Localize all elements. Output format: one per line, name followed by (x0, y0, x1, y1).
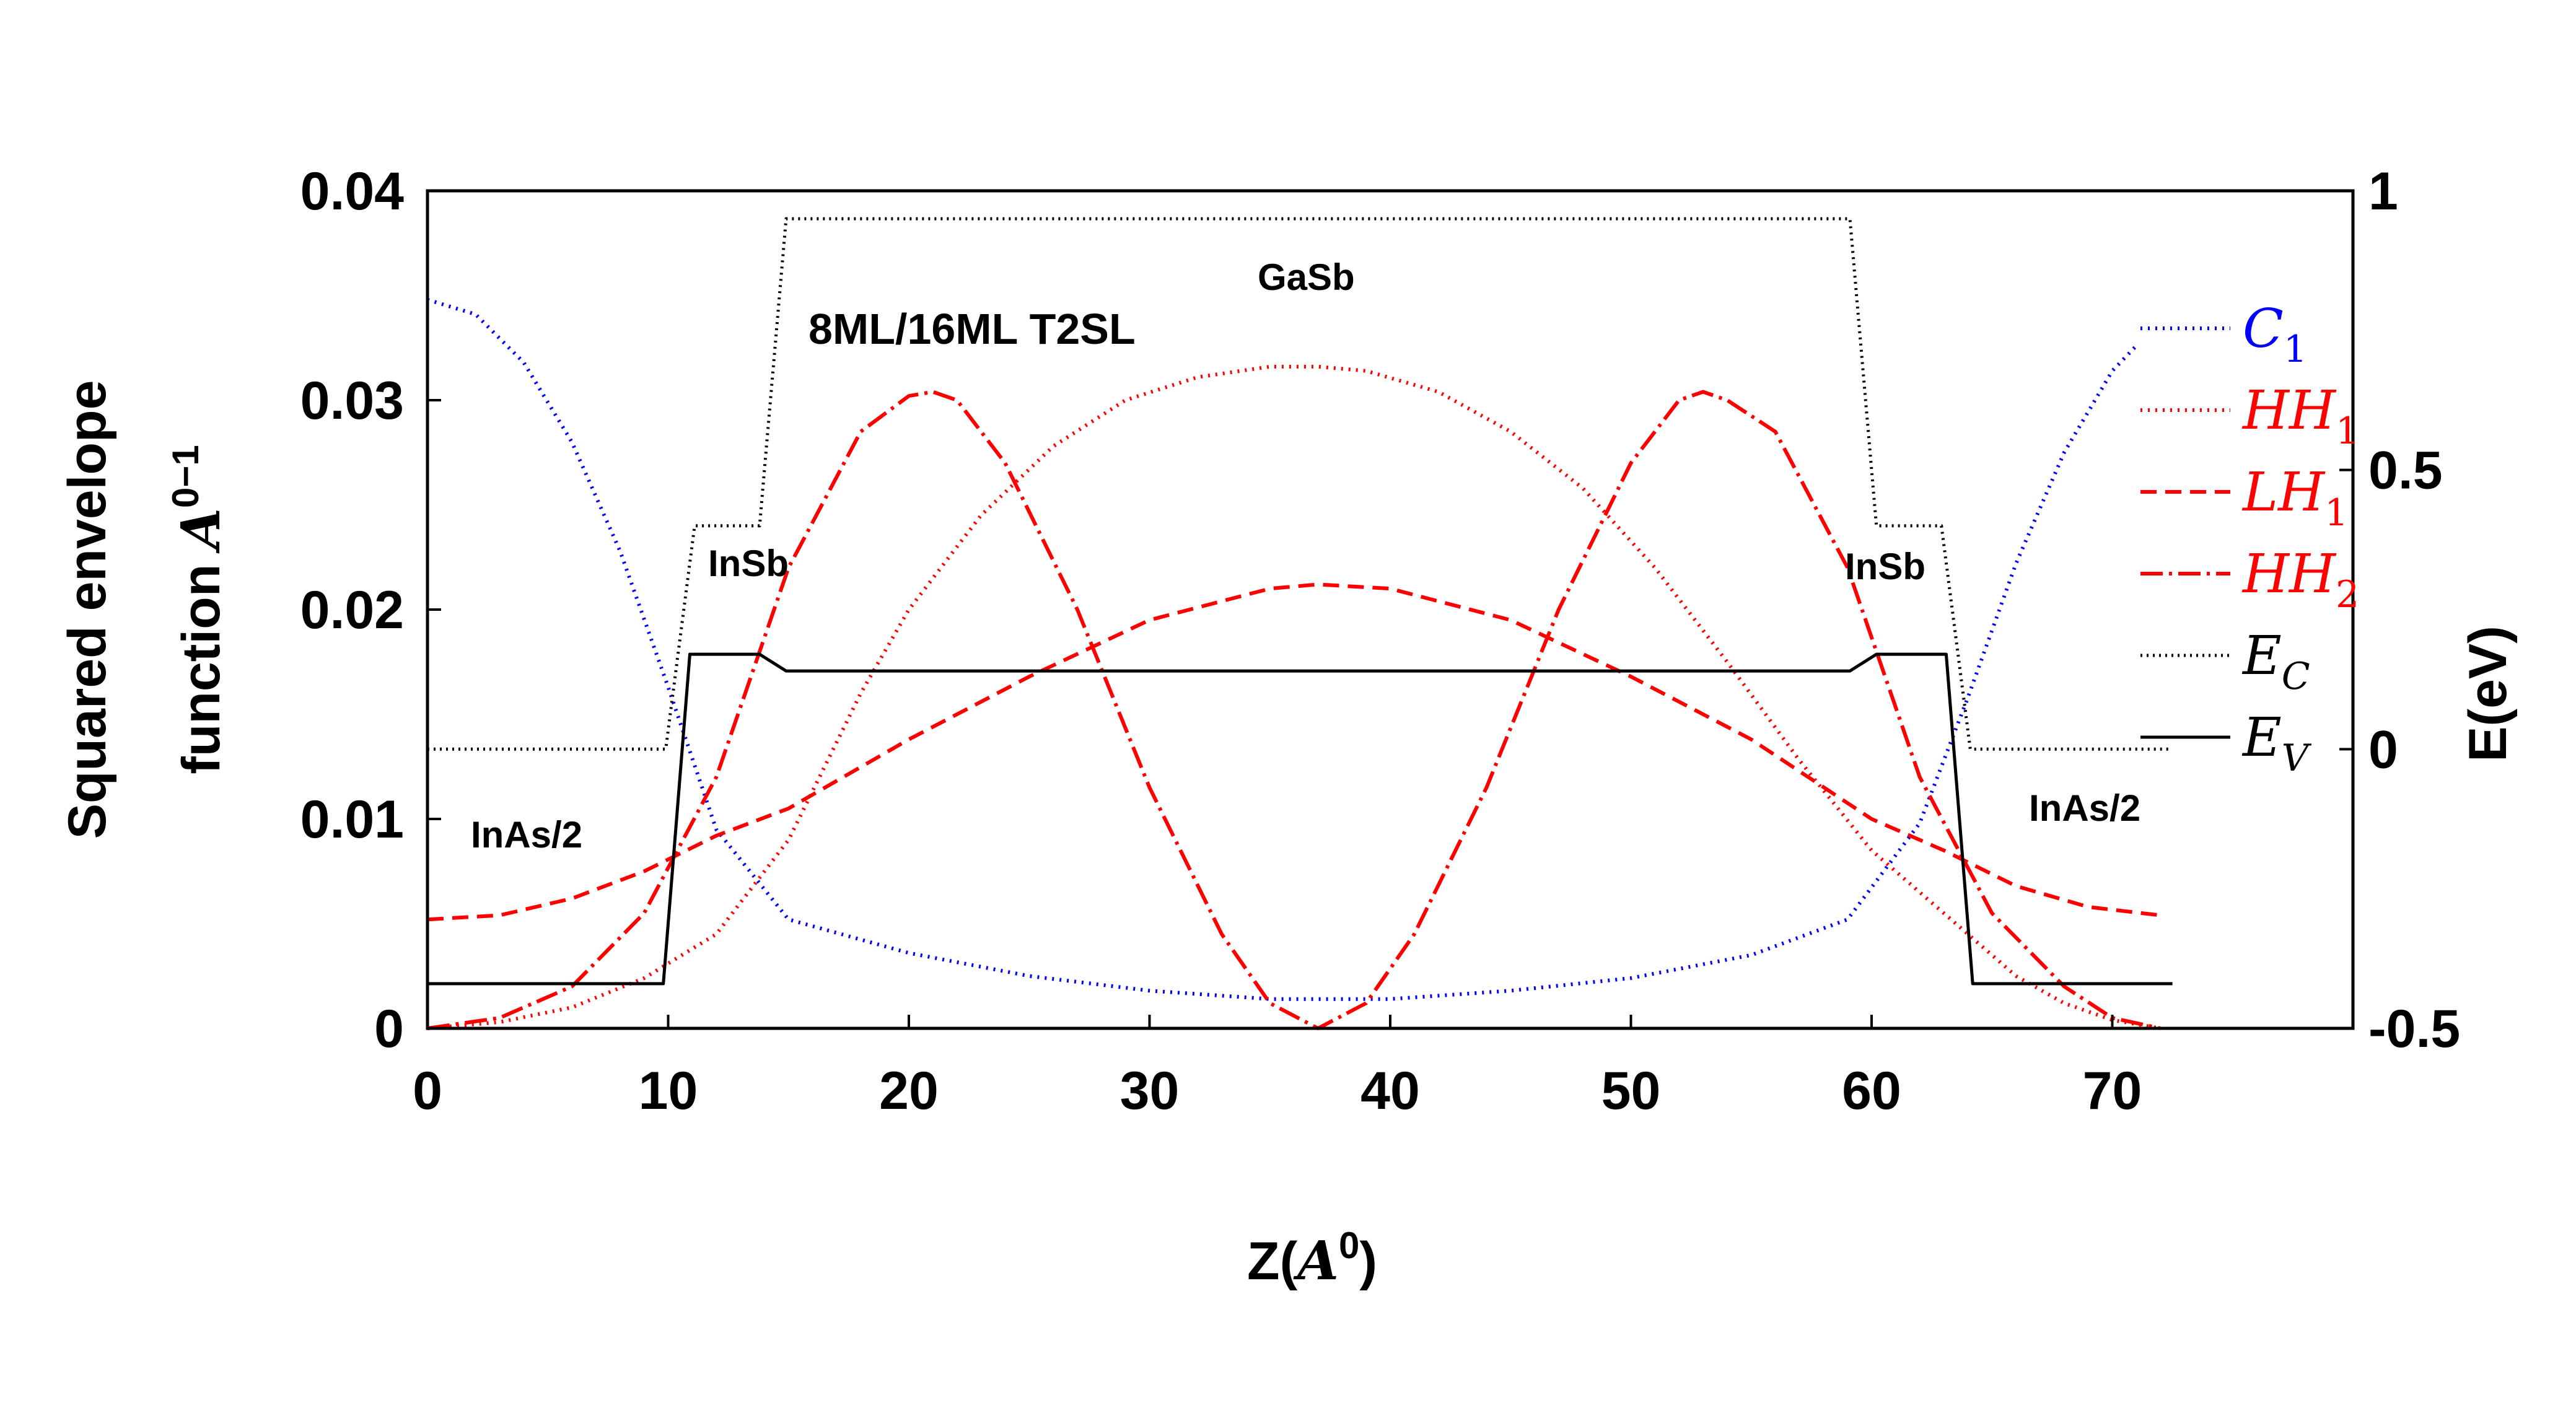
y-right-tick-label: 0.5 (2368, 441, 2443, 501)
y-axis-right-label: E(eV) (2458, 626, 2518, 762)
annotation-inas-left: InAs/2 (471, 814, 582, 856)
y-left-tick-label: 0.01 (300, 790, 404, 849)
y-left-tick-label: 0.04 (300, 162, 405, 221)
x-tick-label: 70 (2083, 1061, 2142, 1121)
annotation-insb-left: InSb (708, 543, 789, 584)
annotation-insb-right: InSb (1845, 546, 1925, 587)
x-tick-label: 20 (879, 1061, 939, 1121)
y-left-tick-label: 0 (374, 999, 404, 1059)
series-line-hh1 (427, 364, 2161, 1030)
legend-label-ec: EC (2241, 625, 2310, 698)
y-axis-left-label-line2: function A0−1 (165, 445, 232, 774)
x-tick-label: 50 (1601, 1061, 1661, 1121)
x-axis: 0 10 20 30 40 50 60 70 (413, 1015, 2142, 1121)
x-axis-label: Z(A0) (1247, 1225, 1377, 1292)
legend-label-hh1: HH1 (2241, 380, 2359, 453)
y-axis-left-label-line1: Squared envelope (58, 380, 117, 839)
x-tick-label: 30 (1120, 1061, 1180, 1121)
y-right-tick-label: 1 (2368, 162, 2398, 221)
annotation-gasb: GaSb (1258, 256, 1355, 298)
legend-label-hh2: HH2 (2241, 543, 2359, 616)
annotation-structure: 8ML/16ML T2SL (808, 305, 1136, 353)
legend: C1 HH1 LH1 HH2 EC EV (2140, 298, 2359, 780)
y-axis-left-label: Squared envelope function A0−1 (58, 380, 232, 839)
y-left-tick-label: 0.02 (300, 580, 404, 640)
legend-label-c1: C1 (2243, 298, 2307, 371)
annotation-inas-right: InAs/2 (2029, 787, 2140, 829)
y-right-tick-label: -0.5 (2368, 999, 2460, 1059)
series-line-ec (427, 217, 2173, 751)
y-left-tick-label: 0.03 (300, 371, 404, 431)
legend-label-ev: EV (2241, 707, 2312, 780)
x-tick-label: 40 (1360, 1061, 1420, 1121)
y-right-tick-label: 0 (2368, 720, 2398, 779)
series-line-lh1 (427, 582, 2161, 922)
series-line-ev (427, 652, 2173, 986)
y-axis-right: -0.5 0 0.5 1 (2339, 162, 2460, 1059)
y-axis-left: 0 0.01 0.02 0.03 0.04 (300, 162, 441, 1059)
legend-label-lh1: LH1 (2241, 462, 2348, 535)
x-tick-label: 60 (1842, 1061, 1901, 1121)
x-tick-label: 10 (639, 1061, 698, 1121)
x-tick-label: 0 (413, 1061, 442, 1121)
